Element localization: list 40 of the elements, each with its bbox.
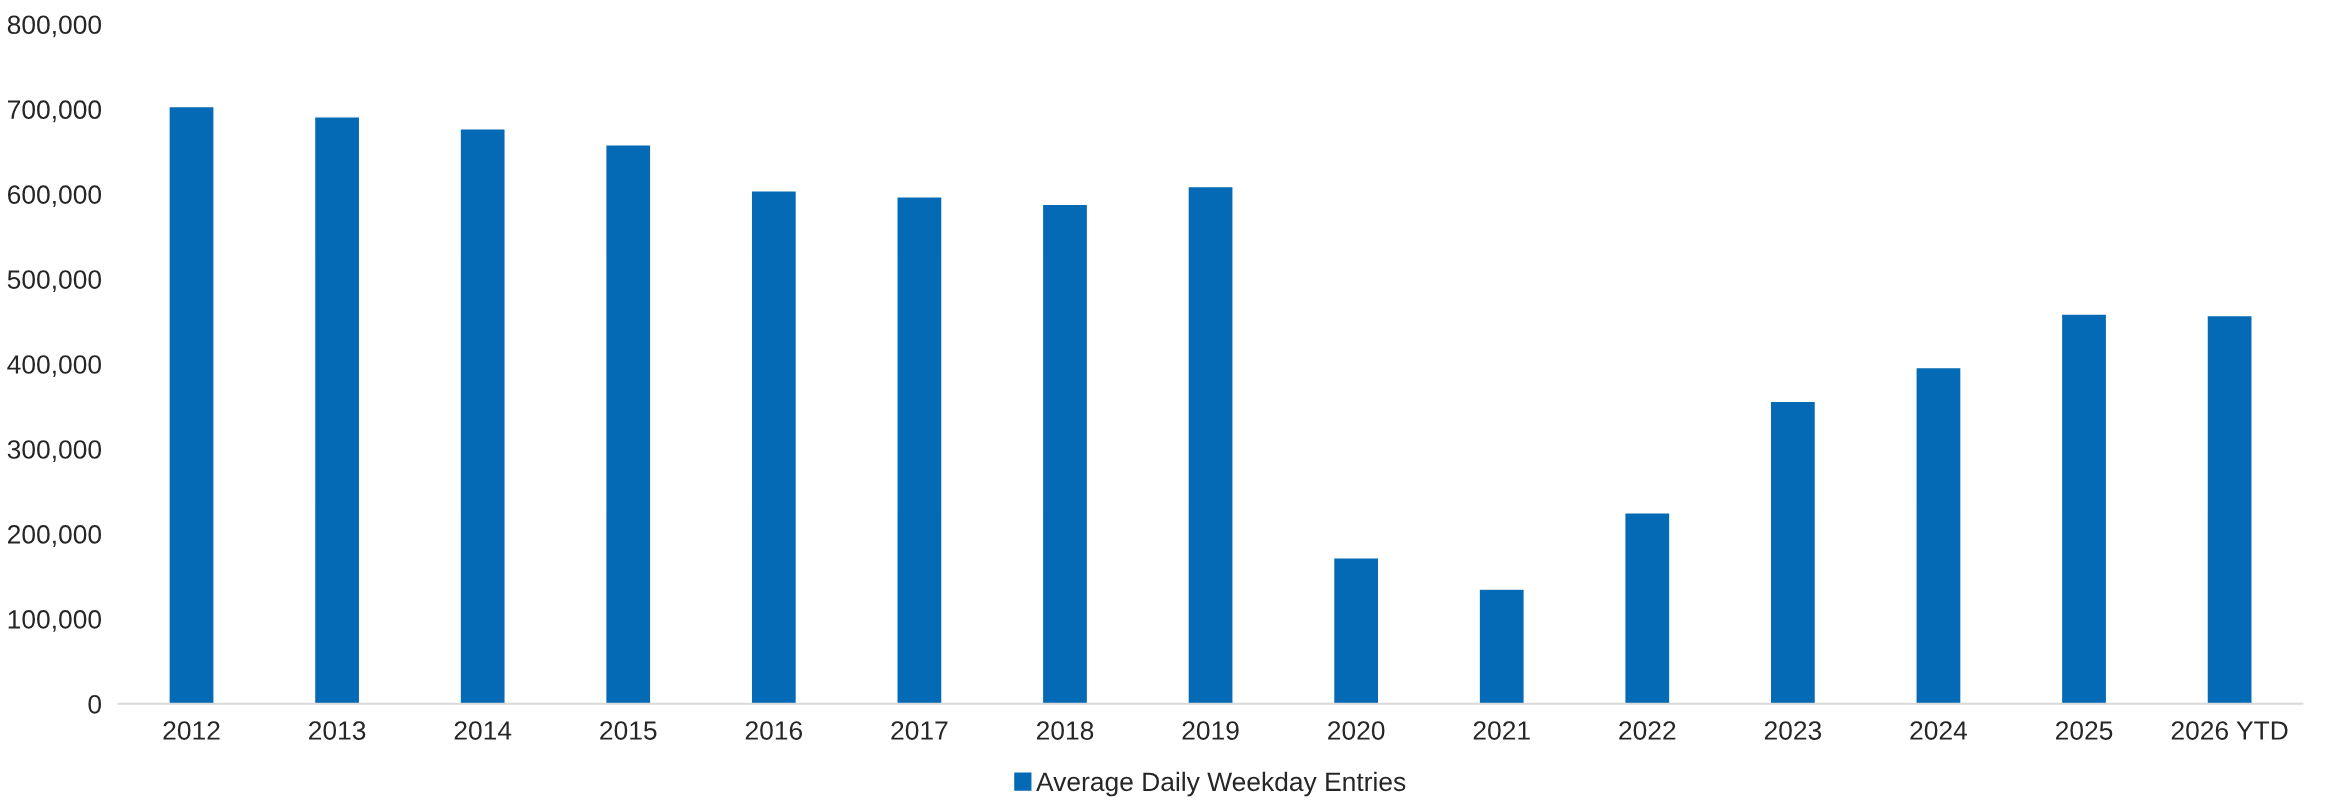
x-tick-label: 2024 — [1910, 721, 1968, 740]
y-tick-label: 500,000 — [7, 270, 102, 293]
bar — [2206, 314, 2253, 704]
bar — [1041, 203, 1089, 704]
legend-label: Average Daily Weekday Entries — [1036, 771, 1406, 797]
bar — [604, 144, 652, 704]
x-tick-label: 2026 YTD — [2171, 721, 2288, 740]
y-tick-label: 300,000 — [7, 440, 102, 462]
x-tick-label: 2014 — [454, 721, 512, 740]
bar — [1915, 366, 1962, 704]
y-tick-label: 0 — [88, 694, 102, 714]
bar — [1187, 185, 1234, 704]
bar — [459, 128, 506, 704]
bar — [1478, 588, 1525, 704]
x-tick-label: 2023 — [1764, 721, 1822, 740]
x-tick-label: 2017 — [891, 721, 948, 740]
x-tick-label: 2013 — [309, 721, 366, 740]
bar — [1769, 400, 1817, 704]
x-tick-label: 2025 — [2056, 721, 2113, 740]
y-tick-label: 100,000 — [8, 610, 102, 632]
x-tick-label: 2016 — [745, 721, 803, 740]
x-tick-label: 2022 — [1619, 721, 1676, 740]
x-tick-label: 2012 — [163, 721, 220, 740]
y-tick-label: 800,000 — [7, 15, 102, 38]
y-tick-label: 200,000 — [8, 525, 102, 547]
y-tick-label: 600,000 — [8, 185, 102, 208]
bar — [168, 105, 215, 704]
bar — [750, 190, 798, 704]
x-tick-label: 2019 — [1182, 721, 1239, 740]
y-tick-label: 700,000 — [8, 100, 102, 123]
bar — [1624, 512, 1671, 704]
x-tick-label: 2015 — [600, 721, 657, 740]
bar — [1332, 557, 1380, 704]
bar — [896, 196, 943, 704]
bar — [2060, 313, 2108, 704]
x-tick-label: 2018 — [1036, 721, 1094, 740]
y-tick-label: 400,000 — [7, 355, 102, 377]
x-tick-label: 2020 — [1328, 721, 1385, 740]
x-tick-label: 2021 — [1473, 721, 1530, 740]
bar — [313, 116, 361, 704]
